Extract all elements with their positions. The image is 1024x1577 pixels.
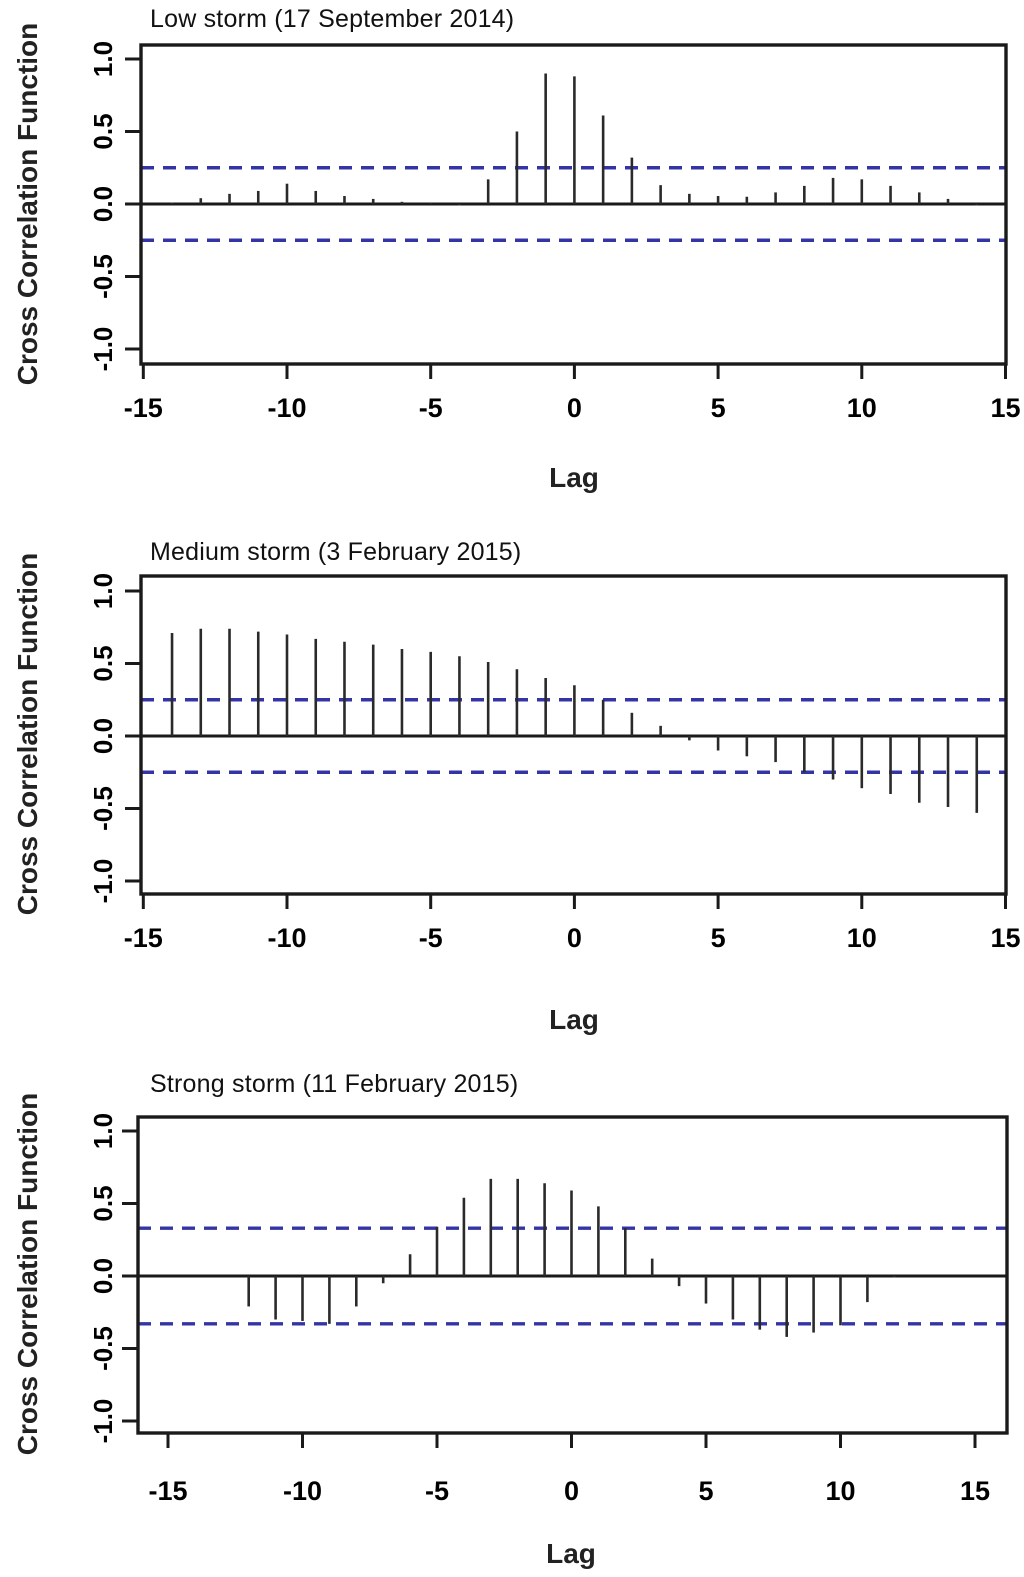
svg-text:0: 0 — [567, 393, 582, 423]
ccf-panel-low-storm: Low storm (17 September 2014) Cross Corr… — [0, 0, 1024, 527]
svg-text:0.5: 0.5 — [88, 645, 118, 681]
x-axis-tick-labels: -15 -10 -5 0 5 10 15 — [124, 393, 1021, 423]
svg-text:-1.0: -1.0 — [88, 327, 118, 372]
panel-title: Medium storm (3 February 2015) — [150, 538, 522, 566]
svg-text:-1.0: -1.0 — [88, 859, 118, 904]
x-axis-label: Lag — [549, 1004, 599, 1035]
x-axis-ticks — [141, 894, 1007, 909]
y-axis-ticks — [125, 589, 141, 883]
svg-text:10: 10 — [847, 923, 877, 953]
svg-text:1.0: 1.0 — [88, 41, 118, 77]
svg-text:0: 0 — [567, 923, 582, 953]
panel-title: Low storm (17 September 2014) — [150, 5, 515, 33]
svg-text:0.0: 0.0 — [88, 718, 118, 754]
x-axis-ticks — [141, 364, 1007, 379]
svg-text:-5: -5 — [419, 923, 443, 953]
x-axis-tick-labels: -15 -10 -5 0 5 10 15 — [148, 1476, 990, 1506]
ccf-plot-svg: -15 -10 -5 0 5 10 15 1.0 0.5 0.0 -0.5 -1.0 — [88, 573, 1021, 953]
svg-text:0.5: 0.5 — [88, 1185, 118, 1221]
confidence-bound-lines — [138, 1226, 1007, 1326]
svg-text:10: 10 — [825, 1476, 855, 1506]
y-axis-ticks — [122, 1129, 138, 1423]
ccf-spikes — [170, 628, 979, 813]
svg-text:-0.5: -0.5 — [88, 1326, 118, 1371]
svg-text:-10: -10 — [283, 1476, 322, 1506]
svg-text:5: 5 — [711, 393, 726, 423]
svg-text:0.0: 0.0 — [88, 1258, 118, 1294]
svg-text:5: 5 — [711, 923, 726, 953]
x-axis-label: Lag — [546, 1538, 596, 1569]
svg-text:-15: -15 — [148, 1476, 187, 1506]
svg-text:-0.5: -0.5 — [88, 786, 118, 831]
ccf-panel-strong-storm: Strong storm (11 February 2015) Cross Co… — [0, 1060, 1024, 1577]
y-axis-tick-labels: 1.0 0.5 0.0 -0.5 -1.0 — [88, 1113, 118, 1443]
panel-title: Strong storm (11 February 2015) — [150, 1070, 519, 1098]
ccf-spikes — [247, 1178, 896, 1337]
svg-text:15: 15 — [990, 923, 1020, 953]
svg-text:-1.0: -1.0 — [88, 1399, 118, 1444]
svg-text:-5: -5 — [419, 393, 443, 423]
ccf-plot-svg: -15 -10 -5 0 5 10 15 1.0 0.5 0.0 -0.5 -1.0 — [88, 1113, 1009, 1506]
x-axis-ticks — [166, 1433, 977, 1448]
x-axis-label: Lag — [549, 462, 599, 493]
y-axis-ticks — [125, 57, 141, 351]
svg-text:-15: -15 — [124, 393, 163, 423]
svg-text:-5: -5 — [425, 1476, 449, 1506]
svg-text:0.0: 0.0 — [88, 186, 118, 222]
svg-text:-0.5: -0.5 — [88, 254, 118, 299]
y-axis-tick-labels: 1.0 0.5 0.0 -0.5 -1.0 — [88, 41, 118, 371]
ccf-plot-svg: -15 -10 -5 0 5 10 15 1.0 0.5 0.0 -0.5 -1.0 — [88, 41, 1021, 423]
svg-text:-15: -15 — [124, 923, 163, 953]
svg-text:5: 5 — [698, 1476, 713, 1506]
ccf-spikes — [170, 73, 979, 206]
x-axis-tick-labels: -15 -10 -5 0 5 10 15 — [124, 923, 1021, 953]
svg-text:1.0: 1.0 — [88, 1113, 118, 1149]
ccf-panel-medium-storm: Medium storm (3 February 2015) Cross Cor… — [0, 530, 1024, 1057]
y-axis-tick-labels: 1.0 0.5 0.0 -0.5 -1.0 — [88, 573, 118, 903]
svg-text:0: 0 — [564, 1476, 579, 1506]
svg-text:15: 15 — [960, 1476, 990, 1506]
svg-text:1.0: 1.0 — [88, 573, 118, 609]
confidence-bound-lines — [141, 698, 1006, 774]
svg-text:15: 15 — [990, 393, 1020, 423]
svg-text:-10: -10 — [267, 393, 306, 423]
svg-text:10: 10 — [847, 393, 877, 423]
svg-text:-10: -10 — [267, 923, 306, 953]
confidence-bound-lines — [141, 166, 1006, 242]
svg-text:0.5: 0.5 — [88, 113, 118, 149]
